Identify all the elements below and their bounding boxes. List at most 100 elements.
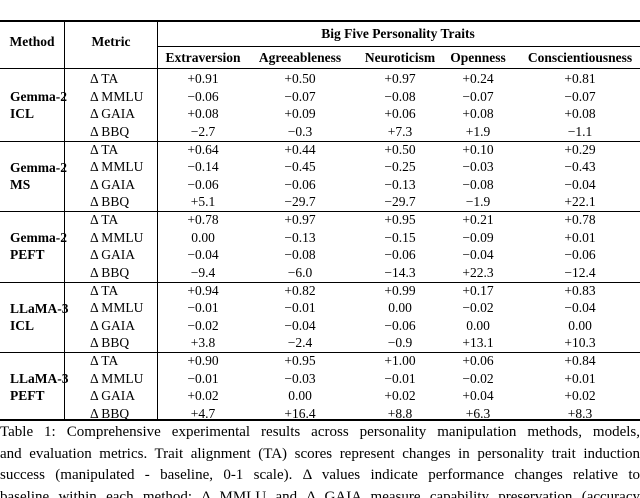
cell: −2.4 [287,335,313,350]
metric-label: Δ TA [90,212,119,227]
cell: +0.50 [284,71,316,86]
metric-label: Δ BBQ [90,123,130,139]
metric-label: Δ BBQ [90,194,130,209]
cell: +0.02 [564,388,596,403]
metric-label: Δ BBQ [90,264,130,280]
col-rule [157,20,158,420]
cell: −0.08 [462,176,494,192]
cell: −0.07 [284,88,316,104]
cell: +0.01 [564,229,596,245]
cell: +0.95 [284,353,316,368]
group-header: Big Five Personality Traits [321,26,475,41]
rule [0,140,640,142]
cell: −0.08 [384,88,416,104]
cell: +0.94 [187,282,219,298]
method-label: PEFT [10,388,45,403]
trait-header: Neuroticism [364,50,436,65]
cell: −9.4 [190,264,216,280]
cell: −0.13 [384,176,416,192]
metric-label: Δ GAIA [90,317,136,333]
metric-label: Δ MMLU [90,300,144,315]
metric-label: Δ TA [90,282,119,298]
cell: +22.3 [462,264,494,280]
cell: 0.00 [388,300,412,315]
rule [157,46,640,47]
rule [0,419,640,421]
cell: +0.97 [384,71,416,86]
cell: +22.1 [564,194,596,209]
cell: +0.84 [564,353,596,368]
cell: −0.04 [564,300,596,315]
cell: −0.02 [187,317,219,333]
method-label: LLaMA-3 [10,300,69,316]
caption-line: baseline within each method: Δ MMLU and … [0,488,640,498]
cell: +7.3 [387,123,413,139]
cell: +0.02 [384,388,416,403]
cell: −0.01 [284,300,316,315]
cell: −0.04 [462,247,494,262]
cell: −0.9 [387,335,413,350]
cell: −0.02 [462,300,494,315]
cell: +0.06 [384,106,416,121]
method-label: MS [10,176,31,192]
method-header: Method [9,34,55,49]
cell: +0.04 [462,388,494,403]
cell: −29.7 [384,194,416,209]
method-label: Gemma-2 [10,230,67,245]
cell: +0.81 [564,71,596,86]
cell: −0.06 [384,317,416,333]
cell: 0.00 [568,317,592,333]
caption-line: Table 1: Comprehensive experimental resu… [0,424,640,440]
cell: +0.02 [187,388,219,403]
cell: +1.9 [465,123,491,139]
cell: −0.04 [284,317,316,333]
cell: −0.14 [187,159,219,174]
cell: −0.01 [187,300,219,315]
cell: +8.3 [567,405,593,421]
metric-label: Δ TA [90,71,119,86]
cell: +6.3 [465,405,491,421]
trait-header: Agreeableness [258,50,342,65]
cell: +0.01 [564,370,596,386]
cell: +0.82 [284,282,316,298]
metric-label: Δ GAIA [90,388,136,403]
cell: −1.9 [465,194,491,209]
method-label: PEFT [10,247,45,262]
cell: +0.44 [284,141,316,157]
cell: +0.29 [564,141,596,157]
cell: −0.04 [187,247,219,262]
caption-line: and evaluation metrics. Trait alignment … [0,445,640,462]
metric-label: Δ MMLU [90,229,144,245]
cell: −2.7 [190,123,216,139]
cell: +0.64 [187,141,219,157]
cell: −29.7 [284,194,316,209]
metric-label: Δ MMLU [90,159,144,174]
rule [0,20,640,22]
cell: +8.8 [387,405,413,421]
cell: −0.15 [384,229,416,245]
cell: +4.7 [190,405,216,421]
method-label: LLaMA-3 [10,371,69,386]
method-label: Gemma-2 [10,159,67,175]
cell: −6.0 [287,264,313,280]
method-label: ICL [10,106,35,121]
metric-label: Δ BBQ [90,405,130,421]
metric-label: Δ MMLU [90,370,144,386]
cell: −0.07 [462,88,494,104]
cell: −0.06 [564,247,596,262]
cell: +0.83 [564,282,596,298]
cell: +13.1 [462,335,494,350]
cell: +10.3 [564,335,596,350]
cell: +0.95 [384,212,416,227]
cell: −14.3 [384,264,416,280]
cell: +1.00 [384,353,416,368]
cell: +0.97 [284,212,316,227]
caption-line: success (manipulated - baseline, 0-1 sca… [0,467,640,483]
cell: +0.09 [284,106,316,121]
method-label: ICL [10,317,35,333]
cell: −0.01 [384,370,416,386]
trait-header: Openness [450,50,506,65]
cell: −0.01 [187,370,219,386]
metric-label: Δ BBQ [90,335,130,350]
